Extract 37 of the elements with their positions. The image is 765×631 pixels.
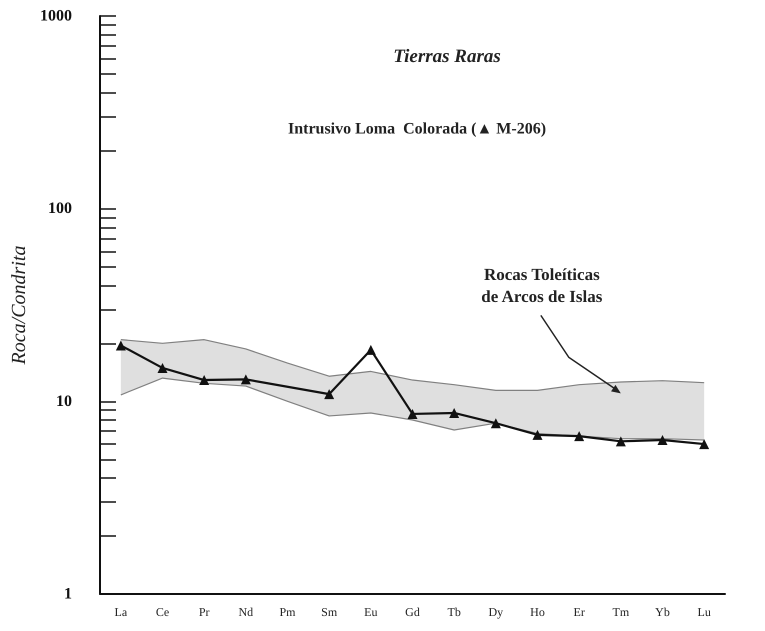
x-tick-label: Ce (156, 605, 170, 619)
x-tick-label: Pm (279, 605, 296, 619)
y-tick-label: 1 (64, 586, 72, 602)
y-tick-label: 1000 (40, 8, 72, 24)
point (574, 431, 584, 442)
x-tick-label: Gd (405, 605, 420, 619)
point (366, 344, 376, 355)
point (616, 436, 626, 446)
x-tick-label: La (114, 605, 128, 619)
y-tick-label: 100 (48, 200, 72, 218)
point (699, 439, 710, 450)
point (658, 434, 668, 445)
annotation: Rocas Toleíticas de Arcos de Islas (481, 264, 603, 306)
x-tick-label: Pr (198, 605, 210, 619)
x-tick-label: Dy (488, 605, 504, 619)
x-tick-label: Yb (655, 605, 670, 619)
x-tick-label: Eu (364, 605, 378, 619)
point (116, 340, 126, 350)
point (408, 408, 418, 419)
point (532, 430, 542, 440)
point (199, 375, 210, 386)
point (240, 374, 251, 384)
x-tick-label: Tb (447, 605, 461, 619)
x-tick-label: Lu (697, 605, 711, 619)
point (449, 408, 460, 418)
y-tick-label: 10 (56, 392, 72, 410)
point (324, 389, 334, 400)
text: Intrusivo Loma Colorada (▲ M-206) (288, 120, 546, 138)
x-tick-label: Tm (612, 605, 630, 619)
point (490, 418, 501, 428)
x-tick-label: Er (574, 605, 585, 619)
x-tick-label: Nd (238, 605, 254, 619)
point (158, 362, 168, 373)
y-axis-title: Roca/Condrita (8, 246, 30, 366)
x-tick-label: Sm (321, 605, 338, 619)
x-tick-label: Ho (530, 605, 545, 619)
text: Tierras Raras (393, 46, 501, 67)
